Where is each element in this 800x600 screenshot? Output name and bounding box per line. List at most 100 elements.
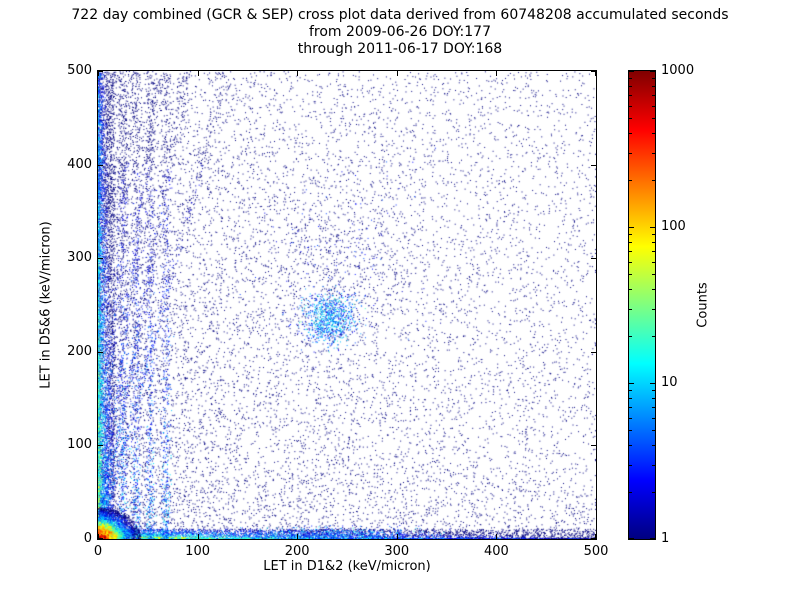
colorbar-minor-tick <box>652 407 655 408</box>
colorbar-minor-tick <box>629 398 632 399</box>
colorbar-minor-tick <box>629 336 632 337</box>
y-tick-label: 500 <box>67 63 92 78</box>
y-tick-label: 200 <box>67 343 92 359</box>
colorbar <box>628 70 656 540</box>
colorbar-minor-tick <box>652 398 655 399</box>
chart-title: 722 day combined (GCR & SEP) cross plot … <box>0 7 800 58</box>
x-tick-top <box>397 71 398 76</box>
colorbar-tick <box>650 227 655 228</box>
colorbar-minor-tick <box>652 78 655 79</box>
y-tick <box>98 71 103 72</box>
colorbar-tick <box>629 227 634 228</box>
x-tick <box>397 534 398 539</box>
colorbar-minor-tick <box>652 153 655 154</box>
y-axis-label: LET in D5&6 (keV/micron) <box>38 221 54 389</box>
colorbar-minor-tick <box>652 390 655 391</box>
colorbar-tick-label: 10 <box>661 375 678 390</box>
colorbar-minor-tick <box>629 274 632 275</box>
colorbar-minor-tick <box>629 234 632 235</box>
colorbar-minor-tick <box>629 492 632 493</box>
y-tick-label: 100 <box>67 437 92 453</box>
colorbar-minor-tick <box>629 118 632 119</box>
colorbar-minor-tick <box>629 407 632 408</box>
colorbar-minor-tick <box>652 465 655 466</box>
colorbar-minor-tick <box>652 274 655 275</box>
y-tick <box>98 165 103 166</box>
colorbar-minor-tick <box>629 180 632 181</box>
colorbar-minor-tick <box>629 133 632 134</box>
y-tick <box>98 352 103 353</box>
y-tick-right <box>591 538 596 539</box>
scatter-canvas <box>98 71 596 539</box>
plot-area <box>97 70 597 540</box>
x-tick <box>98 534 99 539</box>
colorbar-tick <box>629 71 634 72</box>
colorbar-minor-tick <box>652 418 655 419</box>
colorbar-minor-tick <box>629 106 632 107</box>
x-tick-label: 0 <box>93 544 103 559</box>
x-tick-top <box>496 71 497 76</box>
y-tick-label: 0 <box>83 531 92 546</box>
chart-title-line3: through 2011-06-17 DOY:168 <box>297 41 503 57</box>
y-tick <box>98 258 103 259</box>
colorbar-tick <box>650 71 655 72</box>
colorbar-minor-tick <box>652 118 655 119</box>
colorbar-minor-tick <box>629 418 632 419</box>
y-tick-right <box>591 71 596 72</box>
colorbar-minor-tick <box>629 251 632 252</box>
colorbar-minor-tick <box>652 262 655 263</box>
y-tick-label: 300 <box>67 250 92 266</box>
colorbar-minor-tick <box>629 445 632 446</box>
colorbar-tick-label: 1000 <box>661 63 695 78</box>
colorbar-minor-tick <box>652 289 655 290</box>
y-tick-label: 400 <box>67 156 92 172</box>
x-tick-label: 300 <box>384 544 410 559</box>
colorbar-minor-tick <box>652 86 655 87</box>
colorbar-minor-tick <box>629 242 632 243</box>
colorbar-tick-label: 1 <box>661 531 670 546</box>
colorbar-minor-tick <box>629 465 632 466</box>
colorbar-label: Counts <box>695 282 711 328</box>
colorbar-minor-tick <box>652 445 655 446</box>
x-tick-top <box>98 71 99 76</box>
x-tick-top <box>595 71 596 76</box>
colorbar-minor-tick <box>629 153 632 154</box>
colorbar-minor-tick <box>629 262 632 263</box>
colorbar-minor-tick <box>652 95 655 96</box>
colorbar-tick <box>650 383 655 384</box>
y-tick-right <box>591 445 596 446</box>
x-tick-label: 100 <box>185 544 210 559</box>
x-tick-top <box>297 71 298 76</box>
colorbar-minor-tick <box>629 289 632 290</box>
colorbar-tick-label: 100 <box>661 219 686 234</box>
colorbar-minor-tick <box>652 430 655 431</box>
y-tick <box>98 538 103 539</box>
x-tick-label: 200 <box>284 544 310 559</box>
colorbar-minor-tick <box>629 78 632 79</box>
colorbar-minor-tick <box>629 430 632 431</box>
colorbar-tick <box>650 538 655 539</box>
x-tick <box>297 534 298 539</box>
colorbar-minor-tick <box>652 251 655 252</box>
colorbar-minor-tick <box>652 234 655 235</box>
x-axis-label: LET in D1&2 (keV/micron) <box>263 559 431 574</box>
x-tick <box>595 534 596 539</box>
x-tick <box>496 534 497 539</box>
colorbar-minor-tick <box>652 336 655 337</box>
colorbar-minor-tick <box>652 492 655 493</box>
x-tick <box>198 534 199 539</box>
colorbar-minor-tick <box>652 309 655 310</box>
colorbar-minor-tick <box>629 309 632 310</box>
y-tick <box>98 445 103 446</box>
y-tick-right <box>591 258 596 259</box>
colorbar-minor-tick <box>629 390 632 391</box>
x-tick-label: 500 <box>583 544 609 559</box>
x-tick-top <box>198 71 199 76</box>
colorbar-tick <box>629 383 634 384</box>
y-tick-right <box>591 352 596 353</box>
chart-title-line2: from 2009-06-26 DOY:177 <box>308 24 491 40</box>
y-tick-right <box>591 165 596 166</box>
colorbar-minor-tick <box>652 106 655 107</box>
colorbar-tick <box>629 538 634 539</box>
